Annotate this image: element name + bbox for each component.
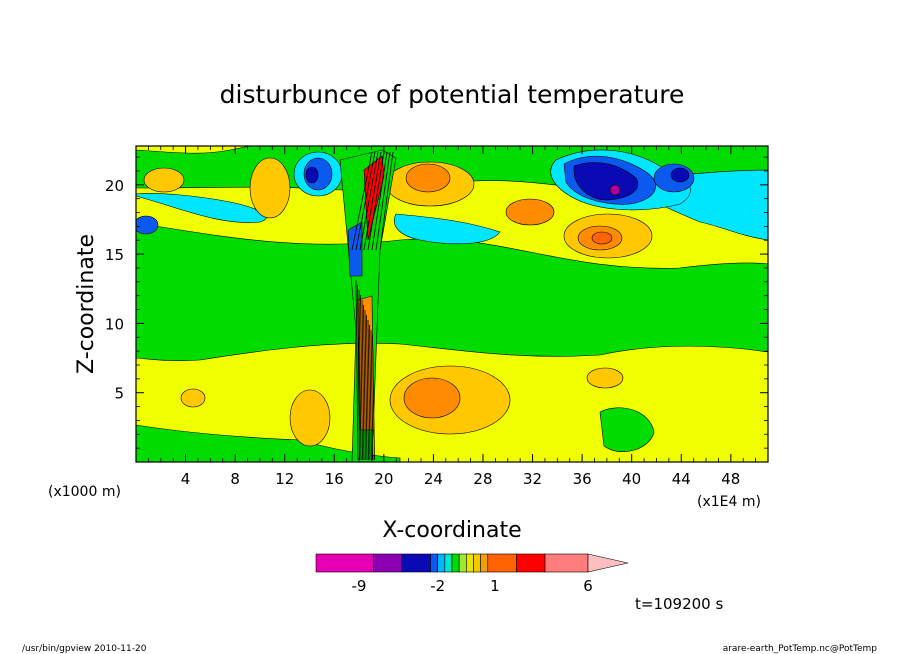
- x-tick-label: 40: [622, 470, 641, 488]
- colorbar-label: -9: [351, 577, 366, 595]
- x-tick-label: 16: [325, 470, 344, 488]
- y-axis: 5 10 15 20: [105, 156, 768, 449]
- field-gold-low-left: [289, 389, 331, 447]
- x-tick-label: 32: [523, 470, 542, 488]
- contour-line: [370, 329, 374, 461]
- field-darkorange-right: [591, 231, 613, 245]
- plot-frame: [135, 145, 769, 463]
- field-magenta-core: [609, 184, 621, 196]
- field-blue-left: [136, 215, 159, 235]
- colorbar-label: -2: [430, 577, 445, 595]
- contour-line: [366, 314, 369, 461]
- y-tick-label: 20: [105, 177, 124, 195]
- colorbar-segment: [466, 553, 474, 573]
- contour-line: [363, 151, 382, 251]
- colorbar-arrow: [587, 553, 629, 573]
- x-tick-label: 8: [230, 470, 240, 488]
- field-darkblue-right: [670, 167, 690, 183]
- footer-right: arare-earth_PotTemp.nc@PotTemp: [723, 644, 878, 654]
- contour-line: [364, 309, 368, 461]
- field-green-band: [136, 222, 768, 361]
- x-axis-label: X-coordinate: [382, 518, 521, 543]
- y-tick-label: 15: [105, 246, 124, 264]
- y-tick-label: 5: [114, 385, 124, 403]
- colorbar-segment: [372, 553, 403, 573]
- contour-line: [361, 299, 365, 461]
- colorbar-segment: [401, 553, 431, 573]
- field-darkblue-top1: [305, 166, 319, 184]
- colorbar-segment: [458, 553, 467, 573]
- x-tick-label: 4: [181, 470, 191, 488]
- contour-line: [369, 324, 372, 461]
- x-tick-label: 48: [721, 470, 740, 488]
- colorbar-segment: [473, 553, 481, 573]
- field-gold-low-small: [180, 388, 206, 408]
- x-unit-right: (x1E4 m): [697, 494, 761, 510]
- contour-line: [355, 151, 376, 251]
- contour-line: [355, 279, 359, 461]
- contour-line: [379, 151, 394, 251]
- colorbar-segment: [451, 553, 460, 573]
- x-tick-label: 24: [424, 470, 443, 488]
- x-axis: 4 8 12 16 20 24 28 32 36 40 44 48: [147, 146, 757, 488]
- colorbar-segment: [544, 553, 589, 573]
- y-tick-label: 10: [105, 315, 124, 333]
- field-gold-left: [249, 157, 291, 219]
- x-tick-label: 44: [672, 470, 691, 488]
- field-gold-farleft: [143, 167, 185, 193]
- contour-line: [367, 319, 371, 461]
- x-tick-label: 12: [275, 470, 294, 488]
- field-orange-top: [405, 163, 451, 193]
- colorbar-label: 1: [490, 577, 500, 595]
- field-darkblue-core: [573, 162, 639, 201]
- colorbar: -9 -2 1 6: [315, 553, 629, 595]
- field-gold-low-right: [586, 367, 624, 389]
- contour-line: [372, 334, 375, 461]
- field-yellow-topleft: [136, 146, 251, 154]
- contour-line: [371, 151, 388, 251]
- contour-line: [363, 304, 366, 461]
- contour-line: [351, 151, 373, 251]
- field-cyan-mid: [394, 213, 501, 245]
- colorbar-segment: [487, 553, 517, 573]
- x-tick-label: 28: [473, 470, 492, 488]
- colorbar-segment: [437, 553, 446, 573]
- contour-line: [367, 151, 385, 251]
- colorbar-segment: [516, 553, 546, 573]
- colorbar-segment: [315, 553, 374, 573]
- colorbar-segment: [480, 553, 489, 573]
- contour-line: [357, 284, 360, 461]
- colorbar-label: 6: [583, 577, 593, 595]
- contour-line: [375, 151, 391, 251]
- contour-line: [359, 151, 379, 251]
- x-unit-left: (x1000 m): [48, 484, 121, 500]
- chart-title: disturbunce of potential temperature: [220, 80, 685, 109]
- field-orange-low: [403, 377, 461, 419]
- x-tick-label: 36: [573, 470, 592, 488]
- y-axis-label: Z-coordinate: [74, 234, 99, 374]
- field-orange-mid: [505, 198, 555, 226]
- contour-line: [360, 294, 363, 461]
- colorbar-segment: [430, 553, 438, 573]
- contour-field: [136, 146, 768, 462]
- field-green-lowright: [599, 407, 655, 453]
- colorbar-segment: [444, 553, 453, 573]
- x-tick-label: 20: [374, 470, 393, 488]
- time-label: t=109200 s: [635, 595, 723, 613]
- footer-left: /usr/bin/gpview 2010-11-20: [22, 644, 147, 654]
- contour-line: [358, 289, 362, 461]
